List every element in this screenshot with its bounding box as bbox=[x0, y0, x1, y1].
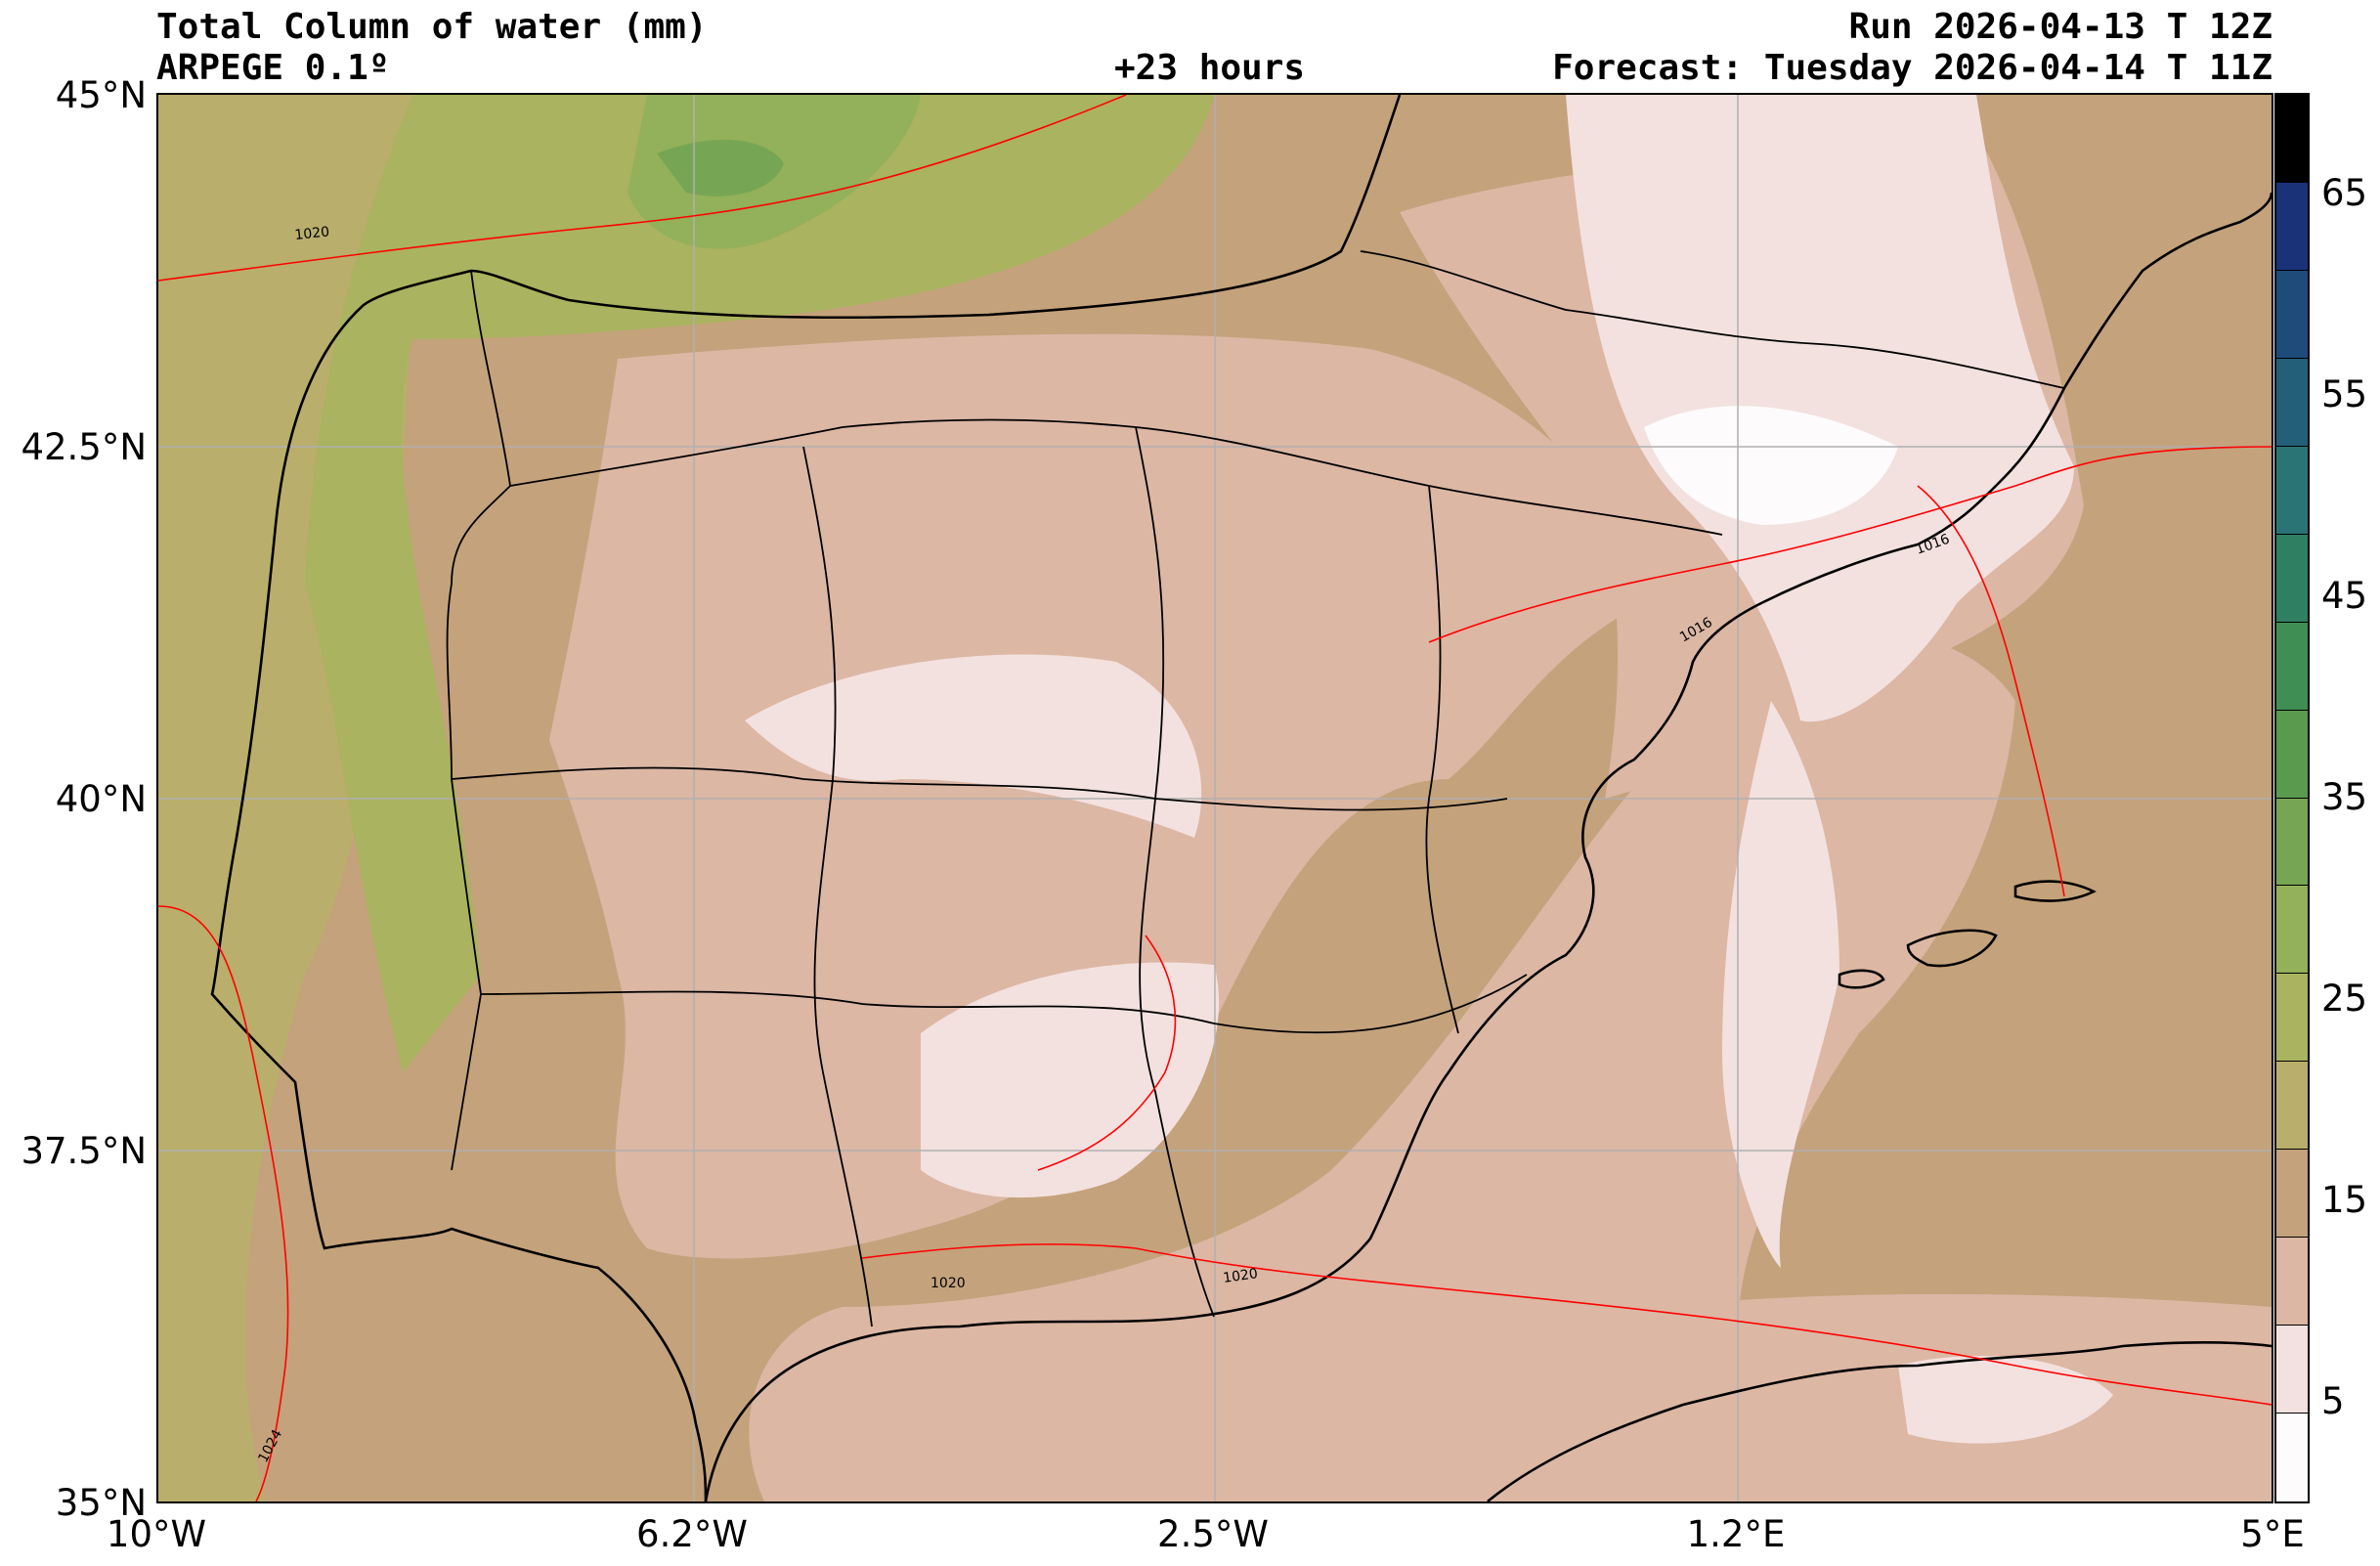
lat-tick-label: 35°N bbox=[55, 1482, 147, 1524]
ebro-driest-core bbox=[1644, 406, 1898, 525]
border-region-east bbox=[1135, 426, 1215, 1318]
border-region-center bbox=[451, 766, 1508, 811]
lat-tick-label: 40°N bbox=[55, 778, 147, 820]
menorca-coast bbox=[2013, 880, 2097, 902]
colorbar-segment bbox=[2276, 534, 2308, 623]
colorbar-tick-label: 55 bbox=[2321, 373, 2368, 415]
lon-tick-label: 5°E bbox=[2240, 1513, 2305, 1555]
isobars bbox=[158, 95, 2272, 1501]
isobar-1024-west bbox=[158, 905, 289, 1501]
colorbar-segment bbox=[2276, 94, 2308, 183]
isobar-1020-north bbox=[158, 95, 1127, 282]
graticule bbox=[158, 95, 2272, 1501]
admin-borders bbox=[446, 250, 2065, 1327]
lon-tick-label: 1.2°E bbox=[1686, 1513, 1786, 1555]
lon-tick-label: 6.2°W bbox=[636, 1513, 748, 1555]
colorbar-segment bbox=[2276, 886, 2308, 975]
cantabrian-humid-field bbox=[305, 95, 1214, 1072]
colorbar-segment bbox=[2276, 1238, 2308, 1327]
offshore-dry-band bbox=[1722, 701, 1839, 1268]
isobar-1016-east bbox=[1428, 446, 2272, 643]
colorbar-tick-label: 25 bbox=[2321, 978, 2368, 1020]
colorbar-segment bbox=[2276, 974, 2308, 1063]
pyrenees-dry-field bbox=[1566, 95, 2074, 722]
border-region-west bbox=[802, 446, 873, 1327]
model-label: ARPEGE 0.1º bbox=[156, 48, 390, 88]
border-region-levante bbox=[1425, 485, 1459, 1034]
colorbar-tick-label: 35 bbox=[2321, 776, 2368, 818]
colorbar-segment bbox=[2276, 798, 2308, 887]
isobar-1020-south bbox=[861, 1243, 2272, 1406]
north-africa-coast bbox=[1487, 1340, 2272, 1501]
colorbar-segment bbox=[2276, 622, 2308, 711]
lat-tick-label: 37.5°N bbox=[21, 1130, 147, 1172]
biscay-high-field bbox=[657, 140, 784, 196]
border-pyrenees bbox=[1360, 250, 2065, 389]
border-region-north bbox=[509, 418, 1723, 536]
isobar-label: 1020 bbox=[294, 224, 330, 243]
isobar-label: 1020 bbox=[930, 1276, 966, 1291]
colorbar bbox=[2274, 93, 2310, 1503]
andalusia-dry bbox=[921, 962, 1220, 1198]
sistema-central-dry bbox=[745, 654, 1202, 838]
lat-tick-label: 42.5°N bbox=[21, 426, 147, 468]
colorbar-tick-label: 5 bbox=[2321, 1380, 2345, 1422]
colorbar-tick-label: 15 bbox=[2321, 1179, 2368, 1221]
colorbar-segment bbox=[2276, 1326, 2308, 1414]
forecast-label: Forecast: Tuesday 2026-04-14 T 11Z bbox=[1552, 48, 2272, 88]
mallorca-coast bbox=[1906, 929, 1998, 968]
colorbar-tick-label: 45 bbox=[2321, 575, 2368, 617]
border-portugal-spain bbox=[446, 270, 511, 1171]
lat-tick-label: 45°N bbox=[55, 74, 147, 116]
colorbar-segment bbox=[2276, 270, 2308, 359]
run-label: Run 2026-04-13 T 12Z bbox=[1848, 7, 2272, 47]
lead-time-label: +23 hours bbox=[1114, 48, 1306, 88]
colorbar-segment bbox=[2276, 1062, 2308, 1151]
map-canvas: 1020 1024 1016 1016 1020 1020 bbox=[158, 95, 2272, 1501]
atlas-dry-patch bbox=[1898, 1356, 2113, 1444]
mediterranean-low-field bbox=[749, 631, 2015, 1501]
colorbar-segment bbox=[2276, 1150, 2308, 1239]
colorbar-segment bbox=[2276, 182, 2308, 271]
isobar-1016-gulf bbox=[1917, 485, 2065, 897]
isobar-label: 1020 bbox=[1222, 1266, 1259, 1286]
map-panel[interactable]: 1020 1024 1016 1016 1020 1020 bbox=[156, 93, 2273, 1503]
lon-tick-label: 10°W bbox=[106, 1513, 207, 1555]
north-africa-low-field bbox=[1507, 1293, 2272, 1501]
atlantic-coast bbox=[210, 95, 1402, 1501]
isobar-1020-sierra bbox=[1037, 935, 1177, 1171]
border-region-south bbox=[480, 974, 1528, 1034]
colorbar-segment bbox=[2276, 1414, 2308, 1501]
lon-tick-label: 2.5°W bbox=[1157, 1513, 1269, 1555]
map-title: Total Column of water (mm) bbox=[156, 7, 708, 47]
colorbar-tick-label: 65 bbox=[2321, 172, 2368, 214]
colorbar-segment bbox=[2276, 710, 2308, 799]
colorbar-segment bbox=[2276, 358, 2308, 447]
colorbar-segment bbox=[2276, 446, 2308, 535]
gulf-of-lion-mid-field bbox=[2064, 194, 2272, 975]
ibiza-coast bbox=[1838, 969, 1885, 989]
